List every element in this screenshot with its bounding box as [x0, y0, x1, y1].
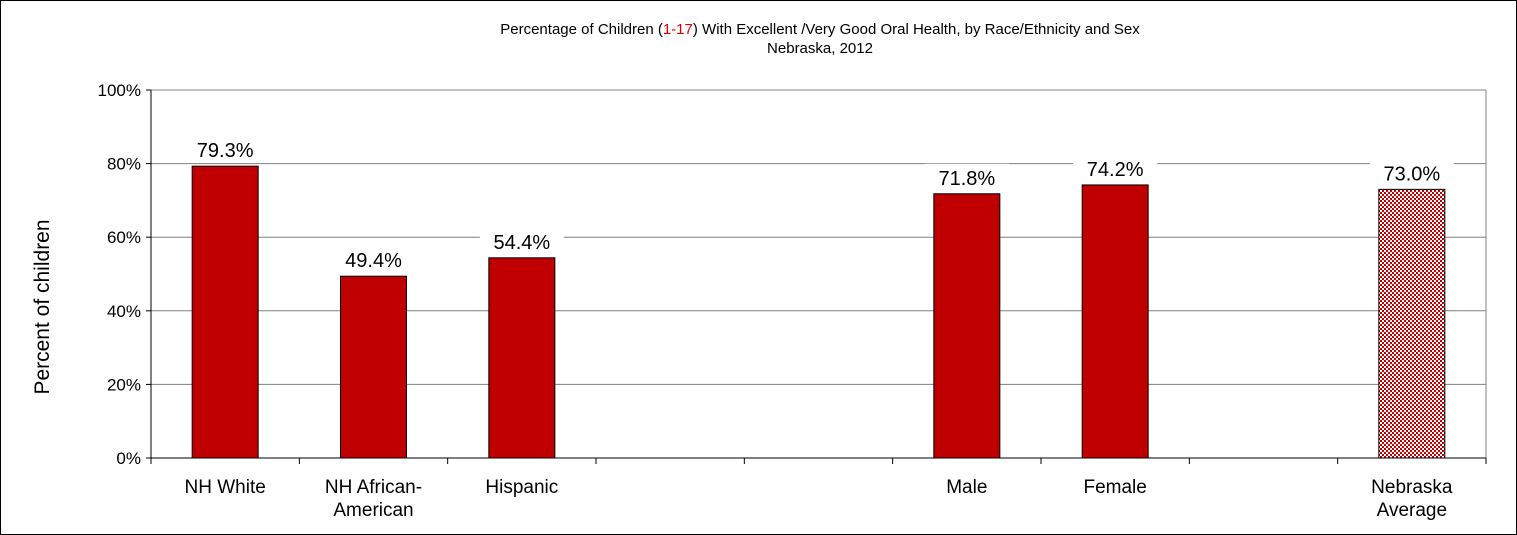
data-label-background [479, 227, 564, 254]
y-tick-label: 100% [98, 81, 141, 100]
bar [933, 193, 1001, 459]
x-tick-label: Female [1083, 477, 1146, 498]
data-label: 54.4% [493, 232, 550, 254]
title-part-1: Percentage of Children ( [500, 21, 663, 38]
bar [191, 165, 259, 459]
data-label-background [924, 163, 1009, 190]
x-tick-label: NH African- [325, 477, 422, 498]
y-tick-label: 0% [116, 449, 141, 468]
x-tick-label: American [333, 500, 413, 521]
chart-subtitle: Nebraska, 2012 [767, 40, 873, 57]
title-age-range: 1-17 [662, 21, 693, 38]
y-tick-label: 80% [107, 155, 141, 174]
data-label-background [1073, 154, 1158, 181]
data-label: 73.0% [1383, 163, 1440, 185]
data-label: 79.3% [197, 140, 254, 162]
bar [340, 275, 407, 459]
x-tick-label: Average [1377, 500, 1447, 521]
bar [488, 257, 556, 459]
y-tick-label: 40% [107, 302, 141, 321]
data-label-background [331, 246, 416, 273]
data-label: 49.4% [345, 250, 402, 272]
title-part-3: ) With Excellent /Very Good Oral Health,… [692, 21, 1140, 38]
data-label: 74.2% [1087, 159, 1144, 181]
chart-title: Percentage of Children (1-17) With Excel… [0, 20, 1517, 58]
data-label-background [183, 136, 268, 163]
x-tick-label: Hispanic [485, 477, 558, 498]
x-tick-label: Male [946, 477, 987, 498]
bar [1378, 188, 1446, 459]
x-tick-label: Nebraska [1371, 477, 1453, 498]
bar [1081, 184, 1149, 459]
y-tick-label: 20% [107, 375, 141, 394]
x-tick-label: NH White [185, 477, 266, 498]
data-label-background [1369, 159, 1454, 186]
y-tick-label: 60% [107, 228, 141, 247]
data-label: 71.8% [938, 168, 995, 190]
